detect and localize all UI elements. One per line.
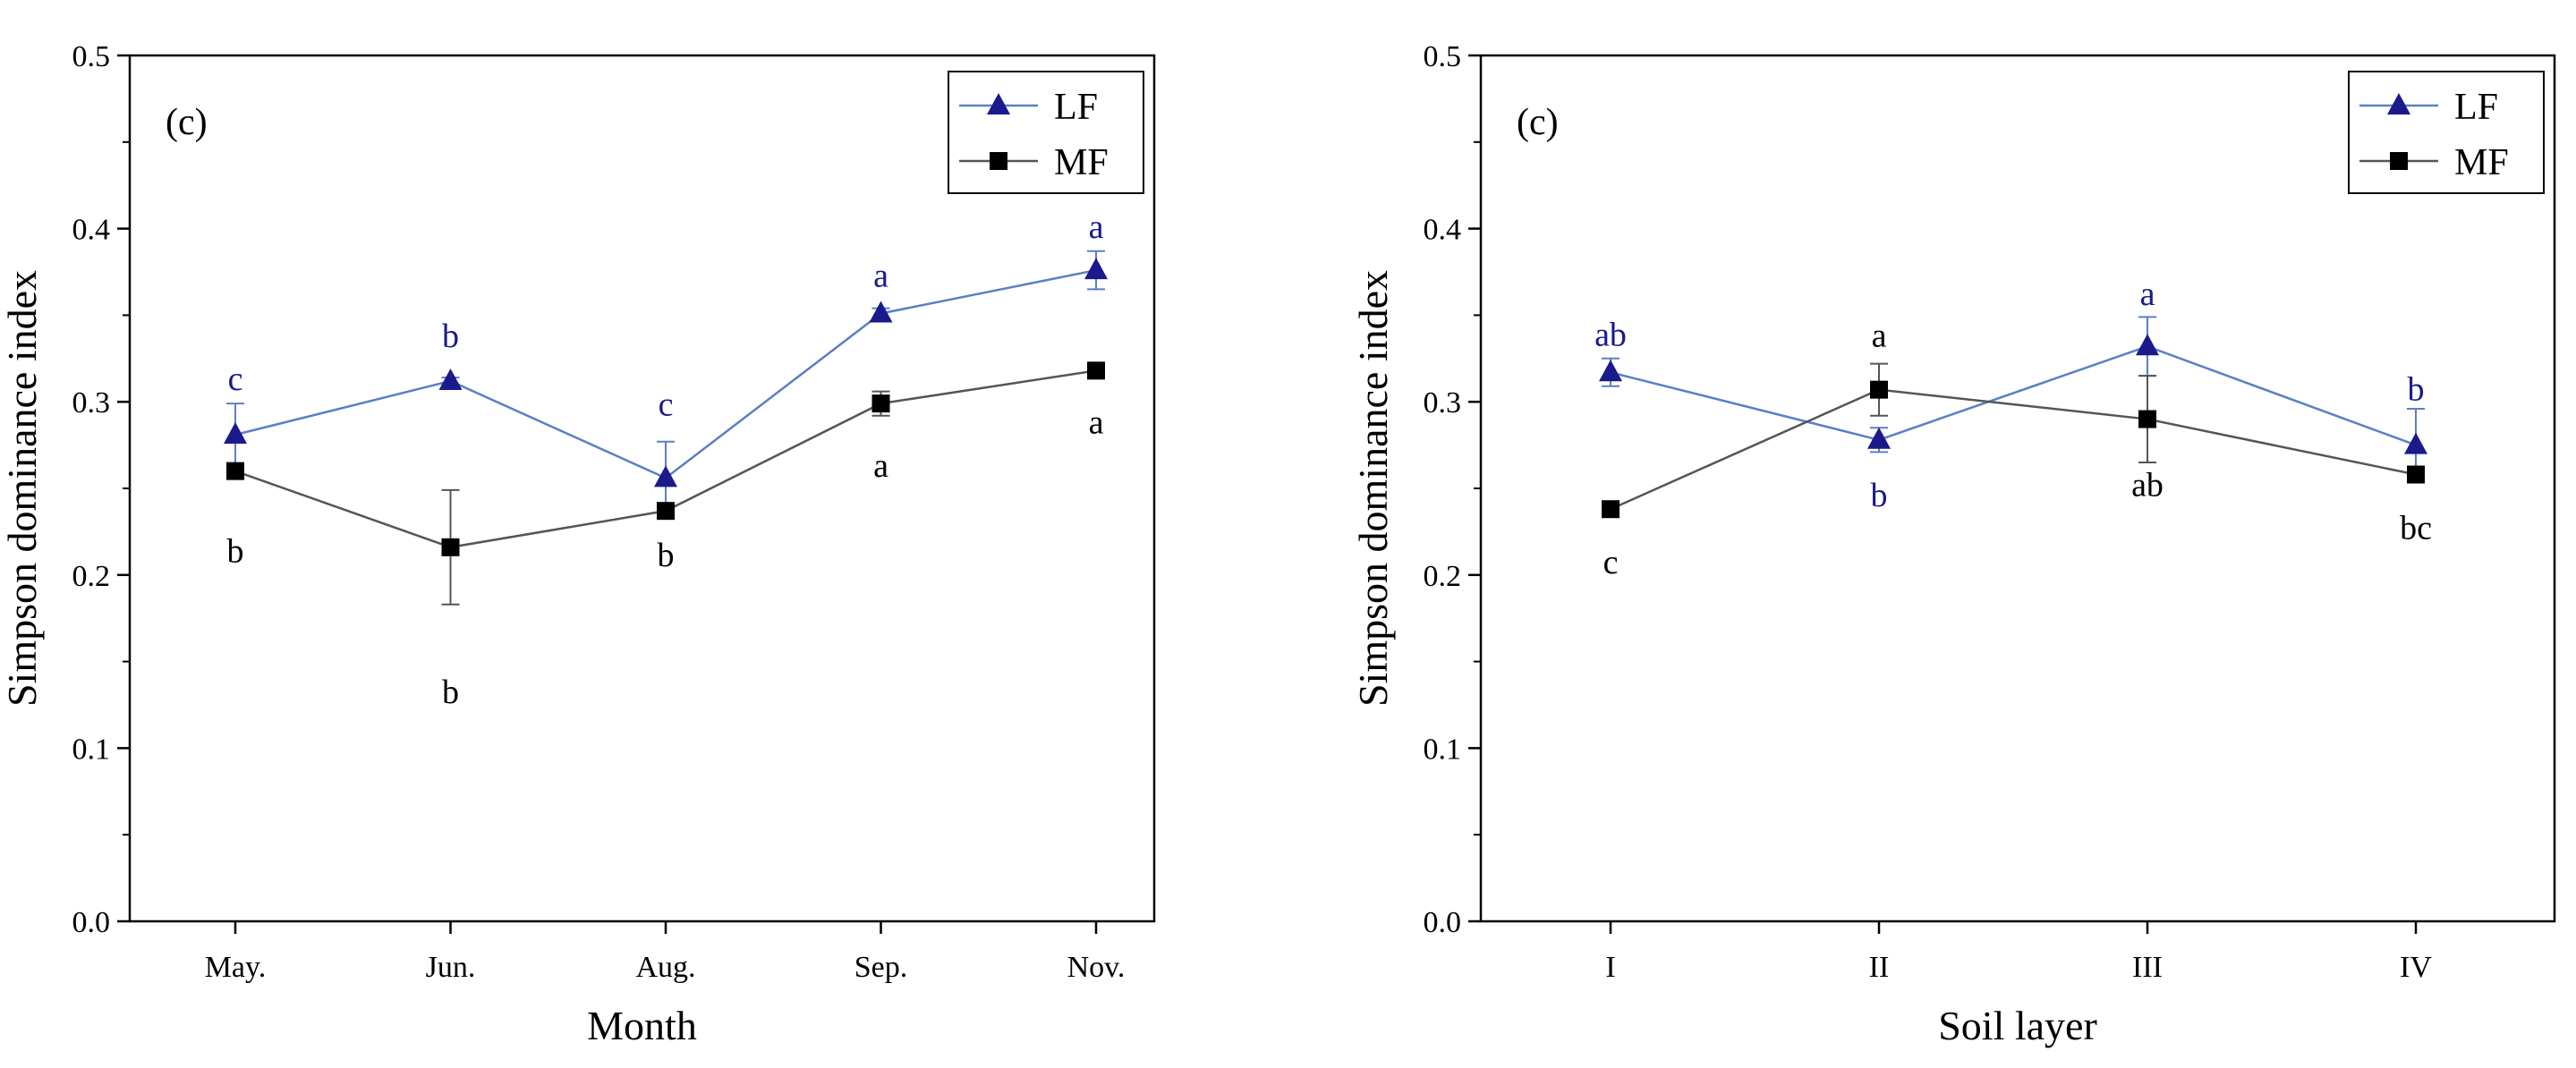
y-tick-label: 0.2 — [1424, 560, 1462, 593]
significance-letter: bc — [2400, 510, 2432, 547]
data-point-LF — [1084, 258, 1108, 280]
x-tick-label: Jun. — [426, 951, 476, 984]
data-point-LF — [2404, 432, 2427, 454]
x-tick-label: I — [1605, 951, 1615, 984]
legend-box — [2348, 71, 2545, 194]
series-line-LF — [1610, 344, 2417, 446]
significance-letter: c — [228, 360, 243, 398]
y-axis-title: Simpson dominance index — [0, 270, 45, 707]
legend-label-LF: LF — [2454, 87, 2498, 128]
x-axis-title: Soil layer — [1938, 1003, 2097, 1048]
y-tick-label: 0.5 — [1424, 40, 1462, 73]
x-tick-label: May. — [205, 951, 267, 984]
panel-label: (c) — [166, 102, 208, 143]
series-MF: c a ab bc — [1602, 318, 2432, 581]
significance-letter: b — [227, 533, 244, 571]
significance-letter: c — [1603, 544, 1619, 581]
significance-letter: a — [2140, 275, 2155, 313]
significance-letter: b — [2408, 371, 2425, 409]
data-point-LF — [1599, 360, 1622, 382]
significance-letter: a — [1872, 318, 1887, 355]
data-point-LF — [224, 421, 247, 444]
data-point-LF — [2136, 334, 2159, 356]
data-point-MF — [441, 538, 460, 556]
legend-box — [948, 71, 1144, 194]
panel-label: (c) — [1517, 102, 1559, 143]
data-point-MF — [1870, 380, 1888, 399]
x-tick-label: IV — [2400, 951, 2432, 984]
legend-marker-MF — [990, 152, 1007, 170]
y-axis-title: Simpson dominance index — [1350, 270, 1396, 707]
significance-letter: b — [1871, 477, 1888, 514]
significance-letter: a — [1089, 403, 1104, 441]
data-point-LF — [654, 465, 677, 487]
significance-letter: a — [1089, 208, 1104, 246]
significance-letter: a — [873, 447, 888, 485]
series-MF: b b b a a — [226, 361, 1105, 711]
data-point-MF — [657, 502, 675, 521]
x-tick-label: III — [2132, 951, 2163, 984]
x-axis-title: Month — [587, 1003, 697, 1048]
y-tick-label: 0.2 — [72, 560, 111, 593]
significance-letter: a — [873, 257, 888, 294]
x-tick-label: II — [1869, 951, 1890, 984]
data-point-LF — [438, 368, 463, 390]
y-tick-label: 0.4 — [1424, 214, 1462, 247]
data-point-LF — [869, 301, 893, 323]
legend-label-MF: MF — [2454, 142, 2509, 183]
y-tick-label: 0.4 — [72, 214, 111, 247]
significance-letter: ab — [2131, 467, 2164, 504]
chart-panel-1: 0.0 0.1 0.2 0.3 0.4 0.5 May. Jun. Aug. Sep. Nov. Mo… — [0, 40, 1156, 1048]
y-tick-label: 0.3 — [1424, 386, 1462, 420]
y-tick-label: 0.1 — [1424, 733, 1462, 766]
y-tick-label: 0.5 — [72, 40, 111, 73]
series-LF: c b c a a — [224, 208, 1108, 516]
legend-marker-LF — [2387, 93, 2410, 114]
significance-letter: b — [658, 537, 675, 574]
legend: LF MF — [2348, 71, 2545, 194]
legend-marker-LF — [987, 93, 1010, 114]
data-point-MF — [2407, 465, 2425, 484]
significance-letter: ab — [1594, 316, 1627, 353]
legend-label-MF: MF — [1054, 142, 1109, 183]
significance-letter: b — [442, 318, 459, 355]
significance-letter: b — [442, 674, 459, 711]
y-tick-label: 0.1 — [72, 733, 111, 766]
data-point-MF — [2138, 410, 2156, 428]
significance-letter: c — [659, 386, 674, 423]
data-point-LF — [1867, 427, 1891, 449]
x-tick-label: Aug. — [635, 951, 695, 984]
series-line-MF — [1610, 388, 2417, 511]
data-point-MF — [1602, 500, 1620, 519]
data-point-MF — [1087, 361, 1105, 380]
x-tick-label: Nov. — [1067, 951, 1126, 984]
legend-label-LF: LF — [1054, 87, 1098, 128]
y-tick-label: 0.3 — [72, 386, 111, 420]
data-point-MF — [226, 462, 244, 480]
y-tick-label: 0.0 — [1424, 906, 1462, 939]
y-tick-label: 0.0 — [72, 906, 111, 939]
data-point-MF — [871, 394, 890, 413]
x-tick-label: Sep. — [854, 951, 908, 984]
legend: LF MF — [948, 71, 1144, 194]
legend-marker-MF — [2390, 152, 2408, 170]
